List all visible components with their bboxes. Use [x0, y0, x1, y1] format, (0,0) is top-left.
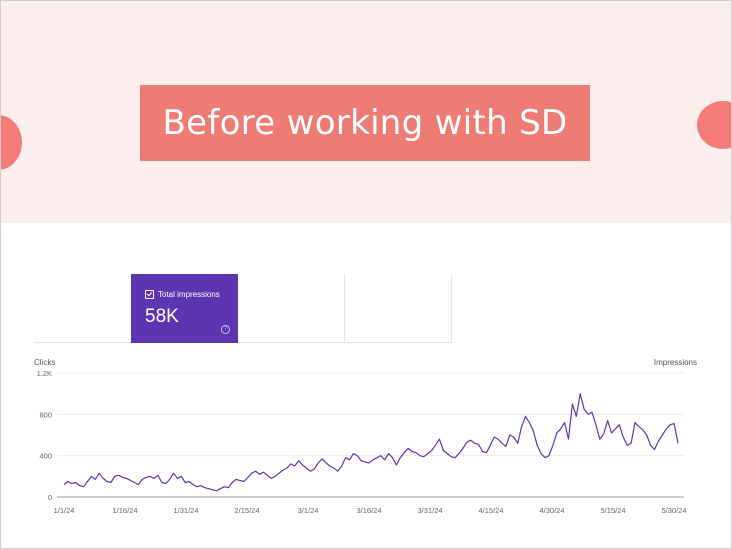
right-axis-title: Impressions — [653, 358, 697, 367]
x-tick-label: 2/15/24 — [234, 506, 259, 515]
x-tick-label: 4/15/24 — [478, 506, 503, 515]
y-tick-label: 800 — [39, 410, 52, 419]
card-separator — [344, 274, 345, 343]
x-tick-label: 4/30/24 — [539, 506, 564, 515]
x-tick-label: 3/1/24 — [298, 506, 319, 515]
metric-label: Total impressions — [158, 290, 220, 299]
card-row-divider — [34, 342, 452, 343]
x-tick-label: 5/30/24 — [661, 506, 686, 515]
metric-value: 58K — [145, 306, 179, 327]
banner-title: Before working with SD — [162, 103, 568, 143]
banner: Before working with SD — [1, 1, 731, 223]
left-axis-title: Clicks — [34, 358, 56, 367]
checkbox-checked-icon[interactable] — [145, 290, 154, 299]
card-separator — [451, 274, 452, 343]
total-impressions-card[interactable]: Total impressions 58K ? — [131, 274, 238, 343]
x-tick-label: 1/16/24 — [112, 506, 137, 515]
help-circle-icon[interactable]: ? — [221, 325, 230, 334]
x-tick-label: 5/15/24 — [600, 506, 625, 515]
y-tick-label: 1.2K — [37, 369, 52, 378]
x-tick-label: 3/16/24 — [356, 506, 381, 515]
x-tick-label: 3/31/24 — [417, 506, 442, 515]
decorative-circle-left — [1, 115, 22, 170]
x-tick-label: 1/1/24 — [54, 506, 75, 515]
y-tick-label: 0 — [48, 493, 52, 502]
decorative-circle-right — [697, 101, 731, 149]
impressions-series-line — [63, 393, 679, 492]
x-tick-label: 1/31/24 — [173, 506, 198, 515]
y-tick-label: 400 — [39, 452, 52, 461]
banner-title-box: Before working with SD — [140, 85, 590, 161]
